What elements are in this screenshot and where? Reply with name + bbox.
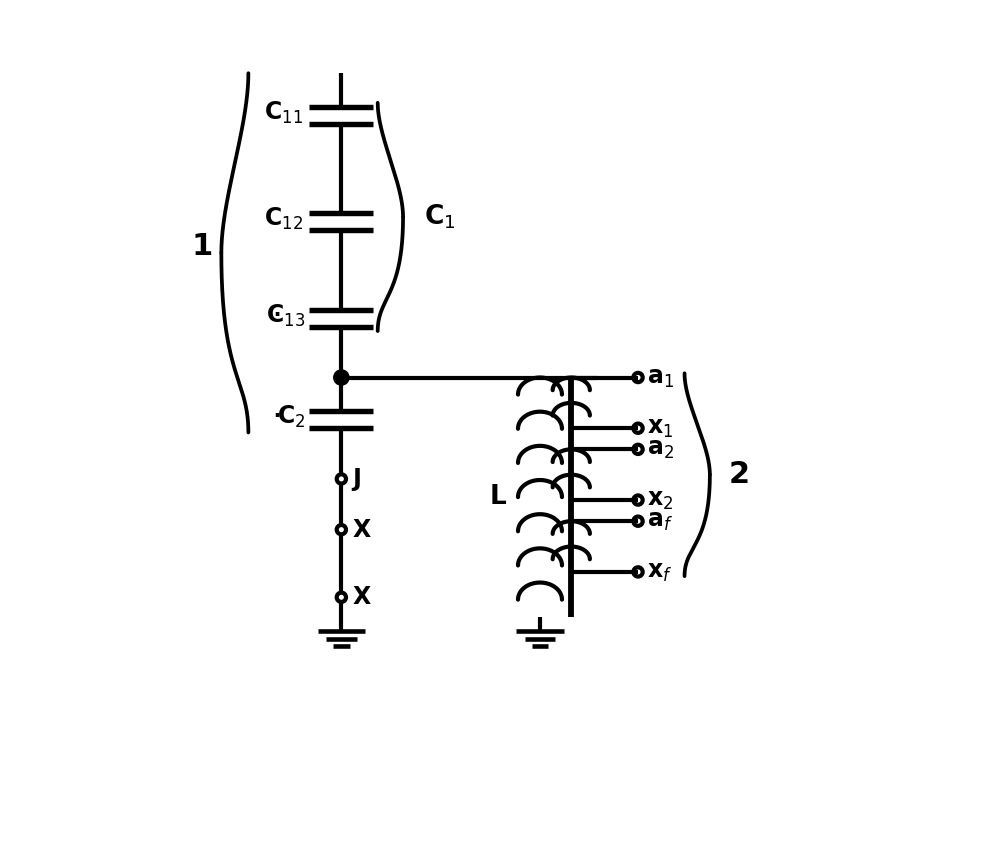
Text: X: X bbox=[352, 517, 370, 542]
Text: C$_{11}$: C$_{11}$ bbox=[263, 100, 302, 126]
Text: J: J bbox=[352, 467, 361, 491]
Text: C$_{1}$: C$_{1}$ bbox=[424, 203, 456, 232]
Text: x$_{f}$: x$_{f}$ bbox=[647, 560, 672, 584]
Text: a$_{1}$: a$_{1}$ bbox=[647, 365, 673, 389]
Text: 1: 1 bbox=[191, 232, 212, 261]
Text: a$_{2}$: a$_{2}$ bbox=[647, 438, 673, 461]
Text: ·: · bbox=[271, 298, 282, 332]
Text: C$_{13}$: C$_{13}$ bbox=[265, 303, 305, 329]
Text: X: X bbox=[352, 585, 370, 609]
Text: C$_{2}$: C$_{2}$ bbox=[276, 404, 305, 430]
Text: ·: · bbox=[271, 400, 282, 434]
Text: L: L bbox=[489, 484, 506, 510]
Text: 2: 2 bbox=[728, 460, 749, 489]
Text: x$_{1}$: x$_{1}$ bbox=[647, 416, 673, 440]
Text: a$_{f}$: a$_{f}$ bbox=[647, 509, 672, 533]
Text: x$_{2}$: x$_{2}$ bbox=[647, 488, 673, 512]
Circle shape bbox=[333, 370, 349, 385]
Text: C$_{12}$: C$_{12}$ bbox=[263, 205, 302, 232]
